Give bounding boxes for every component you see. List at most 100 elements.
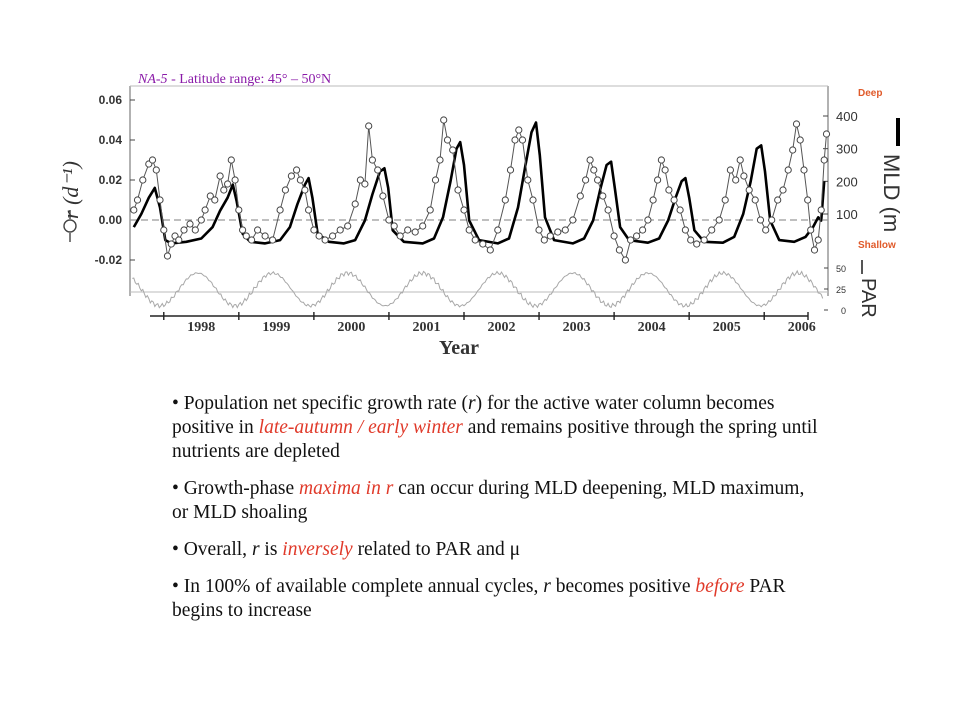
r-data-point bbox=[431, 176, 440, 184]
r-data-point bbox=[700, 236, 708, 244]
r-data-point bbox=[657, 156, 666, 164]
r-data-point bbox=[800, 166, 808, 174]
r-data-point bbox=[460, 206, 468, 214]
x-tick-label: 2004 bbox=[638, 320, 666, 335]
chart-title-latitude: - Latitude range: 45° – 50°N bbox=[167, 72, 332, 87]
r-data-point bbox=[604, 206, 612, 214]
bullet-text: r bbox=[468, 393, 476, 414]
bullet-text: inversely bbox=[282, 539, 353, 560]
r-data-point bbox=[224, 180, 232, 188]
r-data-point bbox=[621, 256, 630, 264]
r-data-point bbox=[293, 166, 301, 174]
r-data-point bbox=[191, 226, 199, 234]
deep-label: Deep bbox=[858, 88, 883, 99]
r-data-point bbox=[296, 176, 304, 184]
r-data-point bbox=[379, 192, 387, 200]
r-data-point bbox=[197, 216, 205, 224]
r-data-point bbox=[768, 216, 776, 224]
r-data-point bbox=[315, 232, 323, 240]
r-data-point bbox=[440, 116, 448, 124]
r-data-point bbox=[148, 156, 157, 164]
r-data-point bbox=[361, 180, 369, 188]
r-data-point bbox=[130, 206, 138, 214]
r-data-point bbox=[670, 196, 678, 204]
r-data-point bbox=[454, 186, 462, 194]
r-data-point bbox=[726, 166, 735, 174]
par-tick-label: 50 bbox=[836, 264, 846, 274]
r-data-point bbox=[644, 216, 652, 224]
r-data-point bbox=[356, 176, 364, 184]
r-data-point bbox=[374, 166, 382, 174]
r-data-point bbox=[385, 216, 393, 224]
r-data-point bbox=[163, 252, 172, 260]
bullet-item: • Growth-phase maxima in r can occur dur… bbox=[172, 477, 822, 525]
mld-tick-label: 100 bbox=[836, 207, 858, 222]
r-data-point bbox=[569, 216, 577, 224]
r-data-point bbox=[610, 232, 618, 240]
r-data-point bbox=[661, 166, 669, 174]
r-data-point bbox=[465, 226, 473, 234]
left-tick-label: 0.02 bbox=[99, 173, 123, 187]
r-data-point bbox=[681, 226, 690, 234]
r-data-point bbox=[762, 226, 770, 234]
r-data-point bbox=[211, 196, 219, 204]
bullet-text: related to PAR and μ bbox=[352, 539, 521, 560]
bullet-item: • In 100% of available complete annual c… bbox=[172, 575, 822, 623]
bullet-text: before bbox=[695, 576, 745, 597]
r-data-point bbox=[546, 232, 554, 240]
r-data-point bbox=[133, 196, 142, 204]
bullet-text: is bbox=[259, 539, 283, 560]
r-data-point bbox=[721, 196, 729, 204]
r-data-point bbox=[186, 220, 194, 228]
r-data-point bbox=[242, 232, 250, 240]
r-legend-marker bbox=[63, 219, 77, 233]
r-data-point bbox=[554, 228, 562, 236]
par-axis-label: PAR bbox=[857, 278, 879, 318]
r-data-point bbox=[180, 226, 188, 234]
r-data-point bbox=[687, 236, 695, 244]
bullet-text: late-autumn / early winter bbox=[258, 417, 463, 438]
r-data-point bbox=[494, 226, 502, 234]
mld-series-line bbox=[132, 121, 826, 245]
r-data-point bbox=[529, 196, 537, 204]
r-data-point bbox=[404, 226, 412, 234]
growth-rate-chart: 0.06 0.04 0.02 0.00 -0.02 r (d⁻¹) 400 300 200 100… bbox=[58, 85, 904, 356]
r-data-point bbox=[479, 240, 487, 248]
r-data-point bbox=[310, 226, 318, 234]
r-data-point bbox=[344, 222, 352, 230]
bullet-text: • In 100% of available complete annual c… bbox=[172, 576, 544, 597]
mld-tick-label: 400 bbox=[836, 109, 858, 124]
r-data-point bbox=[708, 226, 716, 234]
r-data-point bbox=[486, 246, 494, 254]
r-data-point bbox=[796, 136, 804, 144]
r-data-point bbox=[239, 226, 247, 234]
r-data-point bbox=[615, 246, 624, 254]
r-data-point bbox=[396, 232, 404, 240]
r-data-point bbox=[287, 172, 295, 180]
r-data-point bbox=[693, 240, 701, 248]
bullet-text: can occur during MLD deepening, MLD maxi… bbox=[172, 478, 805, 523]
bullet-text: • Growth-phase bbox=[172, 478, 300, 499]
r-data-point bbox=[269, 236, 277, 244]
r-data-point bbox=[301, 186, 309, 194]
x-tick-label: 2003 bbox=[563, 320, 591, 335]
x-tick-label: 2002 bbox=[488, 320, 516, 335]
r-data-point bbox=[654, 176, 662, 184]
chart-title-region: NA-5 bbox=[138, 72, 168, 87]
r-data-point bbox=[774, 196, 782, 204]
r-data-point bbox=[789, 146, 797, 154]
r-data-point bbox=[822, 130, 831, 138]
bullet-text: PAR begins to increase bbox=[172, 576, 786, 621]
r-data-point bbox=[506, 166, 515, 174]
chart-title: NA-5 - Latitude range: 45° – 50°N bbox=[138, 72, 331, 88]
r-data-point bbox=[152, 166, 160, 174]
r-data-point bbox=[227, 156, 235, 164]
mld-tick-label: 200 bbox=[836, 174, 858, 189]
bullet-text: becomes positive bbox=[550, 576, 696, 597]
r-data-point bbox=[594, 176, 602, 184]
r-data-point bbox=[649, 196, 657, 204]
bullet-item: • Population net specific growth rate (r… bbox=[172, 392, 822, 464]
x-axis-label: Year bbox=[439, 337, 479, 356]
r-data-point bbox=[540, 236, 548, 244]
bullet-list: • Population net specific growth rate (r… bbox=[172, 392, 822, 636]
